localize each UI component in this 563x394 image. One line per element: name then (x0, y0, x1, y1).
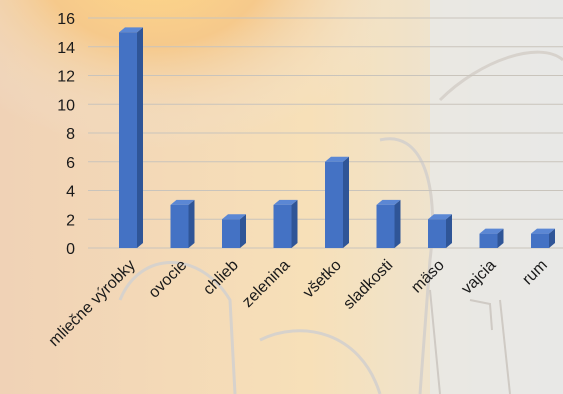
y-tick-label: 10 (57, 97, 75, 114)
bar-top (531, 228, 555, 234)
x-category-label: sladkosti (340, 257, 396, 313)
bar-top (170, 199, 195, 205)
x-category-label: zelenina (239, 257, 293, 311)
bar-side (497, 228, 504, 248)
bar-side (240, 214, 246, 248)
y-tick-label: 0 (66, 241, 75, 258)
bar-side (549, 228, 555, 248)
bar (325, 156, 349, 248)
bar-front (325, 161, 343, 248)
bar-front (428, 219, 446, 248)
bar-side (188, 199, 195, 248)
y-tick-label: 14 (57, 40, 75, 57)
bar-top (325, 156, 349, 162)
y-axis-ticks: 0 2 4 6 8 10 12 14 16 (57, 11, 75, 258)
bar-top (222, 214, 246, 220)
bar-front (273, 204, 292, 248)
bar-front (531, 233, 549, 248)
y-tick-label: 2 (66, 212, 75, 229)
y-tick-label: 6 (66, 155, 75, 172)
bar-top (119, 27, 143, 33)
bar-front (376, 204, 395, 248)
bar (222, 214, 246, 248)
bar (479, 228, 504, 248)
bar-top (273, 199, 298, 205)
x-category-label: chlieb (200, 257, 242, 299)
bar-top (428, 214, 452, 220)
bar-top (376, 199, 401, 205)
x-category-label: rum (519, 257, 551, 289)
bar-side (394, 199, 401, 248)
bar (170, 199, 195, 248)
x-category-label: všetko (300, 257, 345, 302)
bar-front (170, 204, 189, 248)
bar (119, 27, 143, 248)
bars (119, 27, 555, 248)
bar-side (446, 214, 452, 248)
y-tick-label: 12 (57, 69, 75, 86)
y-tick-label: 8 (66, 126, 75, 143)
bar-top (479, 228, 504, 234)
bar (428, 214, 452, 248)
bar-side (291, 199, 298, 248)
bar (376, 199, 401, 248)
bar (531, 228, 555, 248)
bar-front (222, 219, 240, 248)
y-tick-label: 4 (66, 184, 75, 201)
x-category-label: mäso (408, 257, 448, 297)
y-tick-label: 16 (57, 11, 75, 28)
bar-side (137, 27, 143, 248)
x-category-label: ovocie (146, 257, 191, 302)
bar-side (343, 156, 349, 248)
bar-front (479, 233, 498, 248)
bar (273, 199, 298, 248)
bar-front (119, 32, 137, 248)
x-category-label: mliečne výrobky (46, 257, 139, 350)
x-category-label: vajcia (458, 257, 499, 298)
